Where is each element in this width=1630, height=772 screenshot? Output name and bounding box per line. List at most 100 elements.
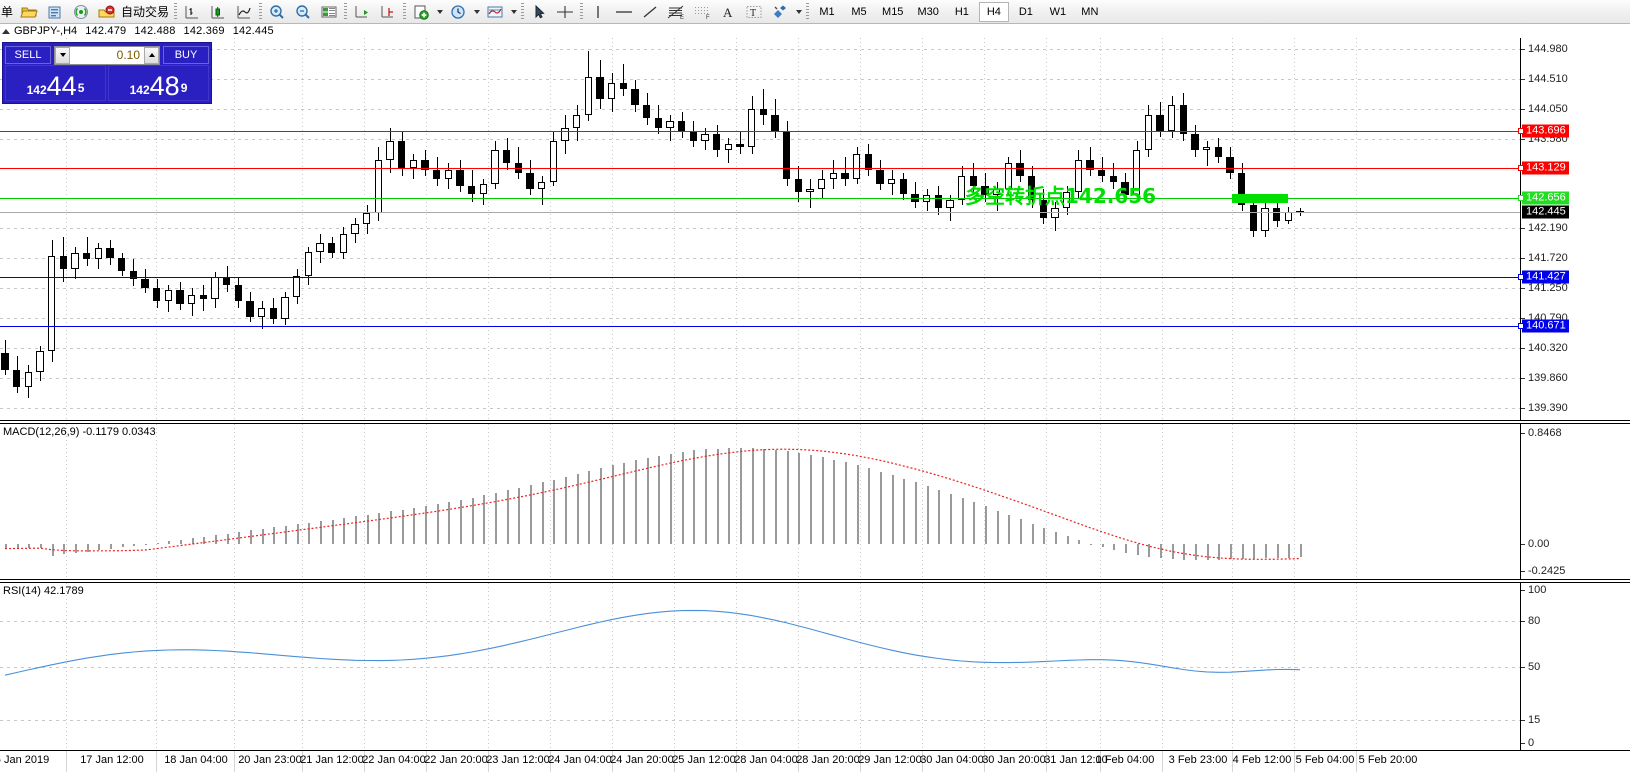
volume-decrease-button[interactable] (55, 46, 70, 64)
autotrade-label[interactable]: 自动交易 (121, 5, 170, 19)
tf-m15[interactable]: M15 (882, 5, 904, 18)
price-badge-support[interactable]: 140.671 (1522, 319, 1569, 333)
price-badge-resistance[interactable]: 143.696 (1522, 124, 1569, 138)
candle-body (643, 105, 651, 119)
macd-histogram-bar (845, 462, 847, 545)
candle-body (94, 247, 102, 260)
tile-windows-icon[interactable] (316, 1, 342, 23)
period-icon[interactable] (445, 1, 471, 23)
price-badge-resistance[interactable]: 143.129 (1522, 161, 1569, 175)
text-label-icon[interactable]: T (741, 1, 767, 23)
candle-body (503, 150, 511, 164)
volume-increase-button[interactable] (144, 46, 159, 64)
text-icon[interactable]: A (715, 1, 741, 23)
rsi-axis[interactable]: 100 80 50 15 0 (1520, 583, 1630, 750)
tf-h4[interactable]: H4 (978, 1, 1009, 22)
macd-histogram-bar (390, 511, 392, 545)
broadcast-icon[interactable] (68, 1, 94, 23)
volume-stepper[interactable]: 0.10 (54, 45, 160, 65)
price-level-line[interactable] (0, 211, 1520, 213)
autotrade-icon[interactable] (94, 1, 120, 23)
equidistant-channel-icon[interactable]: F (689, 1, 715, 23)
indicators-icon[interactable] (482, 1, 508, 23)
price-level-line[interactable] (0, 277, 1520, 279)
line-chart-icon[interactable] (231, 1, 257, 23)
tf-h1[interactable]: H1 (954, 5, 969, 18)
navigator-icon[interactable] (375, 1, 401, 23)
level-drag-handle[interactable] (1518, 164, 1524, 171)
indicators-dropdown-icon[interactable] (508, 1, 519, 23)
tf-w1[interactable]: W1 (1049, 5, 1067, 18)
rsi-axis-tick: 100 (1521, 584, 1546, 596)
bar-chart-icon[interactable] (179, 1, 205, 23)
period-dropdown-icon[interactable] (471, 1, 482, 23)
time-axis-label: 28 Jan 04:00 (734, 754, 798, 766)
level-drag-handle[interactable] (1518, 322, 1524, 329)
folder-icon[interactable] (16, 1, 42, 23)
time-axis-separator (1232, 751, 1233, 772)
buy-button[interactable]: BUY (163, 46, 209, 64)
price-badge-last-price[interactable]: 142.445 (1522, 205, 1569, 219)
trendline-icon[interactable] (637, 1, 663, 23)
zoom-out-icon[interactable] (290, 1, 316, 23)
data-window-icon[interactable] (349, 1, 375, 23)
tf-m5[interactable]: M5 (851, 5, 867, 18)
macd-plot-area[interactable] (0, 424, 1520, 579)
macd-pane[interactable]: MACD(12,26,9) -0.1179 0.0343 0.8468 0.00 -… (0, 424, 1630, 579)
objects-icon[interactable] (767, 1, 793, 23)
rsi-pane[interactable]: RSI(14) 42.1789 100 80 50 15 0 (0, 583, 1630, 750)
zoom-in-icon[interactable] (264, 1, 290, 23)
pane-separator-price-macd[interactable] (0, 420, 1630, 424)
vertical-line-icon[interactable] (585, 1, 611, 23)
objects-dropdown-icon[interactable] (793, 1, 804, 23)
price-badge-support[interactable]: 141.427 (1522, 270, 1569, 284)
buy-price-big: 48 (149, 71, 180, 101)
rsi-label: RSI(14) 42.1789 (3, 585, 84, 597)
price-level-line[interactable] (0, 167, 1520, 169)
price-level-line[interactable] (0, 325, 1520, 327)
time-axis[interactable]: 6 Jan 2019 17 Jan 12:00 18 Jan 04:00 20 Jan… (0, 750, 1630, 772)
toolbar-separator (804, 2, 811, 22)
candlestick-chart-icon[interactable] (205, 1, 231, 23)
one-click-trading-panel[interactable]: SELL 0.10 BUY 142 44 5 142 48 9 (2, 42, 212, 104)
crosshair-icon[interactable] (552, 1, 578, 23)
candle-body (1214, 147, 1222, 157)
time-axis-label: 17 Jan 12:00 (80, 754, 144, 766)
chart-body[interactable]: 144.980 144.510 144.050 143.580 142.190 141.7… (0, 38, 1630, 772)
candle-body (841, 172, 849, 180)
collapse-triangle-icon[interactable] (2, 28, 10, 34)
sell-button[interactable]: SELL (5, 46, 51, 64)
macd-axis[interactable]: 0.8468 0.00 -0.2425 (1520, 424, 1630, 579)
tf-mn[interactable]: MN (1081, 5, 1099, 18)
macd-histogram-bar (425, 505, 427, 545)
tf-d1[interactable]: D1 (1018, 5, 1033, 18)
pane-separator-macd-rsi[interactable] (0, 579, 1630, 583)
price-pane[interactable]: 144.980 144.510 144.050 143.580 142.190 141.7… (0, 38, 1630, 420)
cursor-icon[interactable] (526, 1, 552, 23)
macd-histogram-bar (17, 544, 19, 549)
level-drag-handle[interactable] (1518, 195, 1524, 202)
sell-price-display[interactable]: 142 44 5 (5, 65, 106, 101)
new-order-icon[interactable] (408, 1, 434, 23)
macd-histogram-bar (378, 513, 380, 545)
fibonacci-icon[interactable]: E (663, 1, 689, 23)
candle-body (281, 296, 289, 319)
price-axis[interactable]: 144.980 144.510 144.050 143.580 142.190 141.7… (1518, 38, 1630, 420)
price-plot-area[interactable] (0, 38, 1520, 420)
tf-m30[interactable]: M30 (917, 5, 939, 18)
price-badge-pivot[interactable]: 142.656 (1522, 191, 1569, 205)
rsi-plot-area[interactable] (0, 583, 1520, 750)
tf-m1[interactable]: M1 (819, 5, 835, 18)
price-level-line[interactable] (0, 131, 1520, 133)
new-order-dropdown-icon[interactable] (434, 1, 445, 23)
level-drag-handle[interactable] (1518, 274, 1524, 281)
buy-price-display[interactable]: 142 48 9 (108, 65, 209, 101)
vertical-gridline (1232, 424, 1233, 579)
level-drag-handle[interactable] (1518, 128, 1524, 135)
volume-value[interactable]: 0.10 (70, 46, 144, 64)
horizontal-line-icon[interactable] (611, 1, 637, 23)
print-preview-icon[interactable] (42, 1, 68, 23)
candle-body (1, 352, 9, 370)
vertical-gridline (234, 424, 235, 579)
price-level-line[interactable] (0, 198, 1520, 200)
